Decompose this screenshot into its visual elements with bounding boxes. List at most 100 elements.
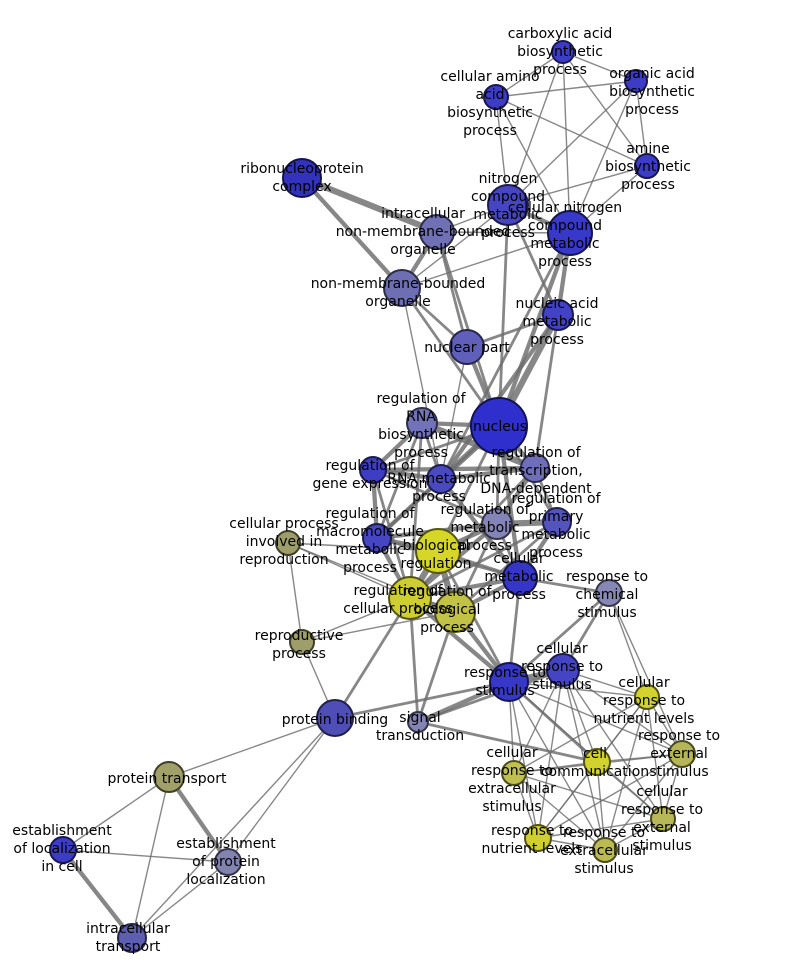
graph-edge-oa-caa[interactable] [495,80,637,98]
graph-node-ncm[interactable] [487,184,529,226]
graph-edge-rge-rtd[interactable] [372,465,536,473]
graph-edge-rcp-pb[interactable] [333,597,412,719]
graph-edge-ncm-nmb[interactable] [401,204,509,289]
graph-node-caa[interactable] [483,84,509,110]
graph-node-crext[interactable] [650,806,676,832]
graph-edge-rrb-rcp[interactable] [408,422,424,599]
graph-edge-am-ncm[interactable] [507,165,648,206]
graph-node-crexc[interactable] [501,760,527,786]
graph-edge-ca-ncm[interactable] [507,51,564,206]
graph-edge-inmb-nuc[interactable] [435,231,501,427]
graph-edge-rchem-rs[interactable] [508,591,610,684]
graph-edge-elc-epl[interactable] [62,849,229,863]
graph-node-cpr[interactable] [275,530,301,556]
graph-node-pt[interactable] [153,761,185,793]
graph-node-oa[interactable] [624,69,648,93]
graph-node-it[interactable] [117,923,147,953]
graph-node-rs[interactable] [489,662,529,702]
graph-edge-oa-ncm[interactable] [507,80,637,206]
graph-node-inmb[interactable] [419,214,455,250]
graph-edge-rchem-crnl[interactable] [608,592,648,698]
graph-edge-rs-rexc[interactable] [508,681,606,851]
graph-edge-rge-rmp[interactable] [372,468,498,526]
graph-edge-ca-cncm[interactable] [562,51,571,234]
graph-node-am[interactable] [634,153,660,179]
graph-edge-cc-st[interactable] [417,720,598,764]
graph-edge-pb-pt[interactable] [168,717,336,778]
graph-node-rnp[interactable] [282,158,322,198]
graph-edge-br-cpr[interactable] [287,542,439,552]
graph-node-cc[interactable] [583,748,611,776]
graph-edge-pb-epl[interactable] [227,717,336,863]
graph-edge-rs-rnl[interactable] [508,681,539,839]
graph-edge-crext-rnl[interactable] [537,818,664,839]
graph-edge-crnl-crexc[interactable] [513,696,648,774]
graph-node-cmp[interactable] [502,560,538,596]
graph-edge-crs-rext[interactable] [562,669,683,755]
graph-edge-cncm-nuc[interactable] [496,232,573,427]
graph-node-nmb[interactable] [383,269,421,307]
graph-node-rp[interactable] [289,629,315,655]
graph-node-crnl[interactable] [634,684,660,710]
graph-node-nam[interactable] [542,299,574,331]
graph-node-rext[interactable] [668,740,696,768]
graph-node-rpm[interactable] [542,507,572,537]
graph-node-ca[interactable] [551,40,575,64]
graph-edge-nam-rnam[interactable] [439,313,560,481]
graph-edge-crexc-crext[interactable] [513,772,664,820]
graph-edge-pt-epl[interactable] [167,775,230,864]
graph-node-rtd[interactable] [520,453,550,483]
graph-node-rnam[interactable] [426,464,456,494]
graph-node-rexc[interactable] [592,837,618,863]
graph-edge-epl-it[interactable] [131,861,229,939]
graph-edge-pb-it[interactable] [131,717,336,939]
graph-node-rmm[interactable] [362,523,392,553]
graph-edge-oa-cncm[interactable] [569,80,637,234]
graph-edge-crnl-crext[interactable] [646,696,664,820]
graph-edge-caa-cncm[interactable] [495,96,571,234]
graph-node-rge[interactable] [359,456,387,484]
graph-node-st[interactable] [407,711,429,733]
graph-edge-rchem-rext[interactable] [608,592,683,755]
graph-edge-pt-elc[interactable] [62,776,170,851]
graph-node-br[interactable] [415,528,461,574]
graph-edge-rext-rnl[interactable] [537,753,683,839]
graph-edge-crnl-rexc[interactable] [604,696,648,851]
graph-edge-crs-st[interactable] [417,668,564,724]
graph-edge-rnam-cmp[interactable] [439,477,522,580]
graph-edge-cc-rexc[interactable] [596,761,606,851]
graph-edge-ncm-nuc[interactable] [497,204,510,427]
graph-node-crs[interactable] [546,653,580,687]
graph-node-rcp[interactable] [388,576,432,620]
graph-edge-rbp-rp[interactable] [301,611,456,643]
graph-edge-crexc-rexc[interactable] [513,772,606,851]
graph-node-rrb[interactable] [406,407,438,439]
graph-edge-rcp-cpr[interactable] [287,542,411,599]
graph-edge-oa-am[interactable] [635,80,648,167]
graph-edge-elc-it[interactable] [61,848,134,940]
graph-edge-cc-rnl[interactable] [537,761,598,839]
graph-node-np[interactable] [449,329,485,365]
graph-edge-np-rnam[interactable] [440,346,468,480]
graph-edge-nam-rtd[interactable] [533,314,560,469]
graph-edge-cncm-nmb[interactable] [401,232,571,289]
graph-node-cncm[interactable] [547,210,593,256]
graph-edge-ca-caa[interactable] [495,51,564,98]
graph-node-rchem[interactable] [595,579,623,607]
graph-edge-pt-it[interactable] [131,776,170,939]
graph-edge-cc-crext[interactable] [596,761,664,820]
graph-edge-crs-crexc[interactable] [513,669,564,774]
graph-edge-rpm-rcp[interactable] [409,520,558,600]
graph-node-elc[interactable] [49,836,77,864]
graph-edge-rnp-inmb[interactable] [300,175,439,235]
graph-node-rmp[interactable] [481,508,513,540]
graph-node-epl[interactable] [214,848,242,876]
graph-edge-rs-pb[interactable] [334,680,510,720]
graph-node-pb[interactable] [316,699,354,737]
graph-edge-crs-rnl[interactable] [537,669,564,839]
graph-node-rbp[interactable] [434,591,476,633]
graph-edge-rge-rcp[interactable] [371,469,412,599]
graph-node-nuc[interactable] [470,397,528,455]
graph-edge-rs-crnl[interactable] [508,681,648,698]
graph-edge-crs-crext[interactable] [562,669,664,820]
